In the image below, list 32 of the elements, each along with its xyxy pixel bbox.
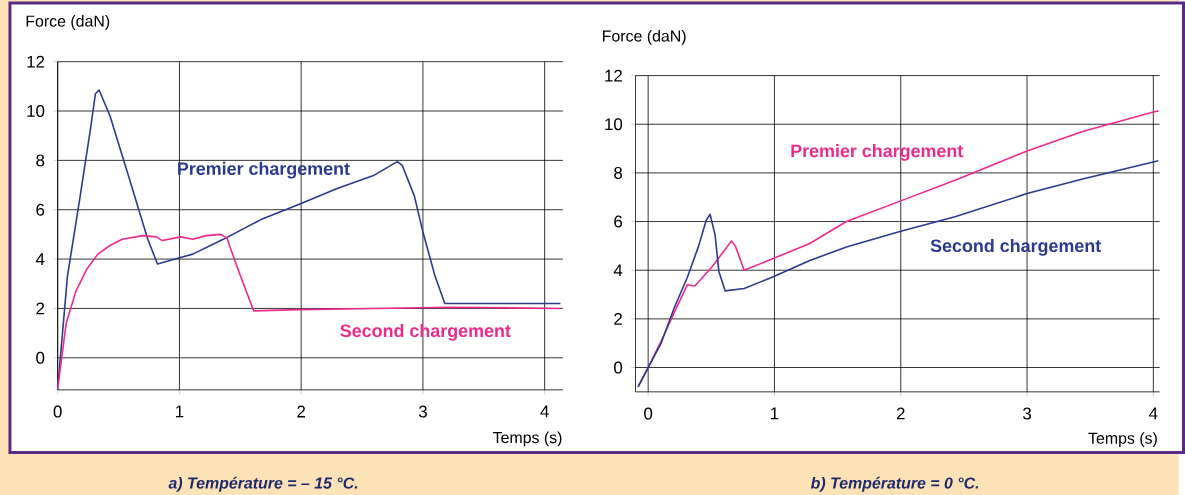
x-tick-label: 0 — [53, 405, 62, 418]
x-axis-title: Temps (s) — [1088, 432, 1157, 447]
y-tick-label: 6 — [614, 215, 623, 228]
y-axis-title: Force (daN) — [26, 14, 110, 30]
y-tick-label: 2 — [614, 312, 622, 325]
series-label: Second chargement — [930, 238, 1101, 256]
x-tick-label: 3 — [1022, 407, 1031, 420]
y-tick-label: 8 — [614, 166, 623, 179]
x-tick-label: 3 — [418, 405, 427, 418]
line-series — [637, 159, 1160, 388]
y-tick-label: 0 — [614, 361, 623, 374]
text: a) Température = – 15 °C. — [168, 476, 358, 492]
x-tick-label: 2 — [896, 407, 905, 420]
x-tick-label: 0 — [644, 407, 653, 420]
y-tick-label: 12 — [605, 69, 622, 82]
y-tick-label: 10 — [605, 118, 623, 131]
y-tick-label: 6 — [36, 203, 45, 216]
x-tick-label: 1 — [176, 405, 184, 418]
y-tick-label: 2 — [36, 302, 45, 315]
y-tick-label: 4 — [613, 264, 623, 276]
x-axis-title: Temps (s) — [492, 431, 562, 447]
x-tick-label: 4 — [540, 405, 549, 418]
y-tick-label: 8 — [36, 154, 45, 167]
x-tick-label: 2 — [297, 405, 306, 418]
y-tick-label: 0 — [36, 351, 45, 364]
x-tick-label: 1 — [771, 407, 779, 420]
text: b) Température = 0 °C. — [810, 476, 979, 492]
y-axis-title: Force (daN) — [603, 29, 686, 45]
y-tick-label: 12 — [27, 55, 45, 68]
y-tick-label: 4 — [35, 253, 45, 265]
y-tick-label: 10 — [27, 104, 45, 117]
x-tick-label: 4 — [1149, 407, 1158, 420]
